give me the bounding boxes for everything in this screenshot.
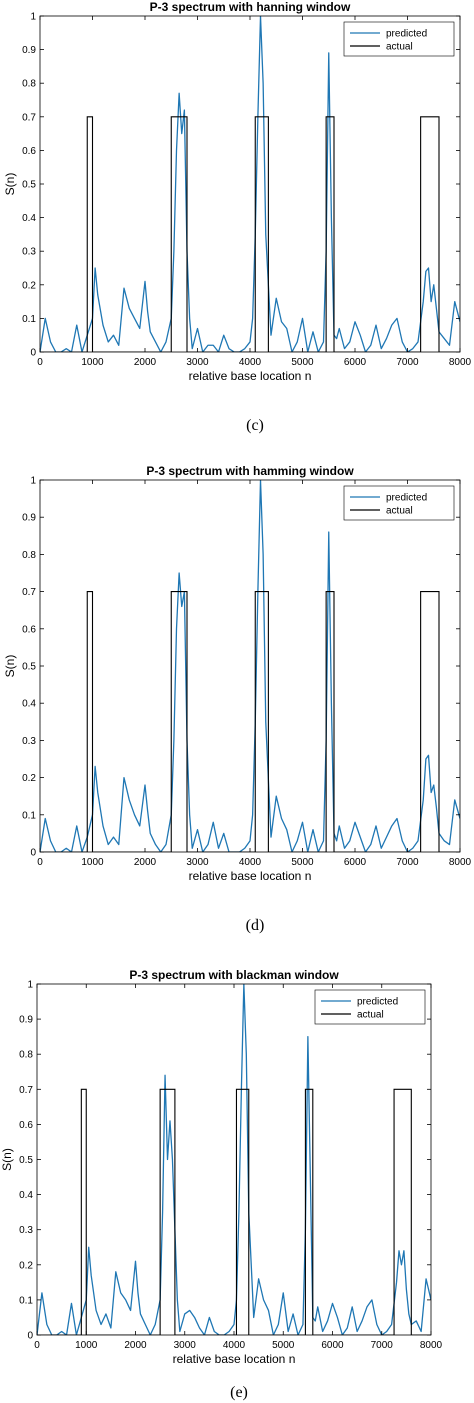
legend-label-predicted: predicted: [357, 997, 398, 1008]
panel-caption: (e): [230, 1384, 248, 1401]
y-tick-label: 0.4: [19, 1190, 33, 1201]
y-tick-label: 0.3: [19, 1225, 33, 1236]
legend-label-predicted: predicted: [386, 29, 427, 40]
y-tick-label: 1: [30, 12, 36, 23]
series-line-actual: [37, 1088, 431, 1335]
chart-title: P-3 spectrum with blackman window: [129, 968, 339, 982]
y-tick-label: 0.5: [19, 1155, 33, 1166]
y-tick-label: 0.9: [19, 1015, 33, 1026]
y-tick-label: 0.8: [22, 550, 36, 561]
x-tick-label: 2000: [134, 357, 157, 368]
y-axis-label: S(n): [0, 1148, 14, 1171]
series-line-predicted: [40, 16, 460, 352]
x-tick-label: 2000: [134, 857, 157, 868]
y-tick-label: 1: [27, 980, 33, 991]
chart-title: P-3 spectrum with hamming window: [146, 464, 354, 478]
x-tick-label: 1000: [75, 1340, 98, 1351]
y-tick-label: 1: [30, 476, 36, 487]
x-tick-label: 7000: [396, 357, 419, 368]
y-tick-label: 0.1: [22, 810, 36, 821]
x-tick-label: 1000: [81, 857, 104, 868]
y-tick-label: 0: [30, 848, 36, 859]
chart-panel-2: P-3 spectrum with blackman window 0 1000 20…: [0, 968, 443, 1366]
x-axis-label: relative base location n: [189, 869, 312, 883]
series-line-predicted: [40, 480, 460, 852]
x-tick-label: 4000: [239, 357, 262, 368]
legend-label-actual: actual: [357, 1010, 384, 1021]
x-tick-label: 3000: [186, 357, 209, 368]
x-tick-label: 4000: [239, 857, 262, 868]
y-tick-label: 0.6: [22, 146, 36, 157]
y-tick-label: 0.1: [19, 1295, 33, 1306]
chart-title: P-3 spectrum with hanning window: [150, 0, 351, 14]
legend-label-actual: actual: [386, 42, 413, 53]
legend-box: [343, 21, 455, 57]
x-axis-label: relative base location n: [173, 1352, 296, 1366]
x-tick-label: 8000: [449, 857, 472, 868]
y-tick-label: 0.9: [22, 513, 36, 524]
legend-label-predicted: predicted: [386, 493, 427, 504]
x-tick-label: 0: [34, 1340, 40, 1351]
series-line-predicted: [37, 984, 431, 1335]
y-tick-label: 0.2: [22, 280, 36, 291]
panel-caption: (d): [246, 917, 265, 934]
y-tick-label: 0.4: [22, 699, 36, 710]
x-tick-label: 5000: [291, 357, 314, 368]
x-tick-label: 6000: [344, 357, 367, 368]
y-tick-label: 0.6: [19, 1120, 33, 1131]
x-tick-label: 1000: [81, 357, 104, 368]
x-tick-label: 5000: [272, 1340, 295, 1351]
legend-box: [343, 485, 455, 521]
panel-caption: (c): [246, 417, 264, 434]
x-tick-label: 7000: [371, 1340, 394, 1351]
x-tick-label: 5000: [291, 857, 314, 868]
y-tick-label: 0: [27, 1331, 33, 1342]
axes-box: [39, 15, 461, 353]
x-tick-label: 6000: [321, 1340, 344, 1351]
x-tick-label: 3000: [186, 857, 209, 868]
y-tick-label: 0.2: [19, 1260, 33, 1271]
series-line-actual: [40, 116, 460, 352]
legend-box: [314, 989, 426, 1025]
axes-box: [39, 479, 461, 853]
y-axis-label: S(n): [3, 655, 17, 678]
y-tick-label: 0.8: [19, 1050, 33, 1061]
x-tick-label: 8000: [420, 1340, 443, 1351]
y-tick-label: 0.2: [22, 773, 36, 784]
y-tick-label: 0.1: [22, 314, 36, 325]
series-line-actual: [40, 591, 460, 852]
legend-label-actual: actual: [386, 506, 413, 517]
y-tick-label: 0.6: [22, 624, 36, 635]
x-tick-label: 6000: [344, 857, 367, 868]
x-tick-label: 7000: [396, 857, 419, 868]
y-tick-label: 0: [30, 348, 36, 359]
chart-panel-0: P-3 spectrum with hanning window 0 1000 200…: [3, 0, 472, 383]
y-tick-label: 0.7: [22, 112, 36, 123]
y-tick-label: 0.5: [22, 180, 36, 191]
y-tick-label: 0.3: [22, 247, 36, 258]
x-tick-label: 2000: [124, 1340, 147, 1351]
y-tick-label: 0.7: [22, 587, 36, 598]
x-tick-label: 3000: [174, 1340, 197, 1351]
y-axis-label: S(n): [3, 173, 17, 196]
x-tick-label: 4000: [223, 1340, 246, 1351]
y-tick-label: 0.7: [19, 1085, 33, 1096]
y-tick-label: 0.8: [22, 79, 36, 90]
axes-box: [36, 983, 432, 1336]
x-tick-label: 0: [37, 857, 43, 868]
y-tick-label: 0.5: [22, 662, 36, 673]
x-axis-label: relative base location n: [189, 369, 312, 383]
x-tick-label: 8000: [449, 357, 472, 368]
y-tick-label: 0.9: [22, 45, 36, 56]
y-tick-label: 0.4: [22, 213, 36, 224]
x-tick-label: 0: [37, 357, 43, 368]
y-tick-label: 0.3: [22, 736, 36, 747]
chart-panel-1: P-3 spectrum with hamming window 0 1000 200…: [3, 464, 472, 883]
